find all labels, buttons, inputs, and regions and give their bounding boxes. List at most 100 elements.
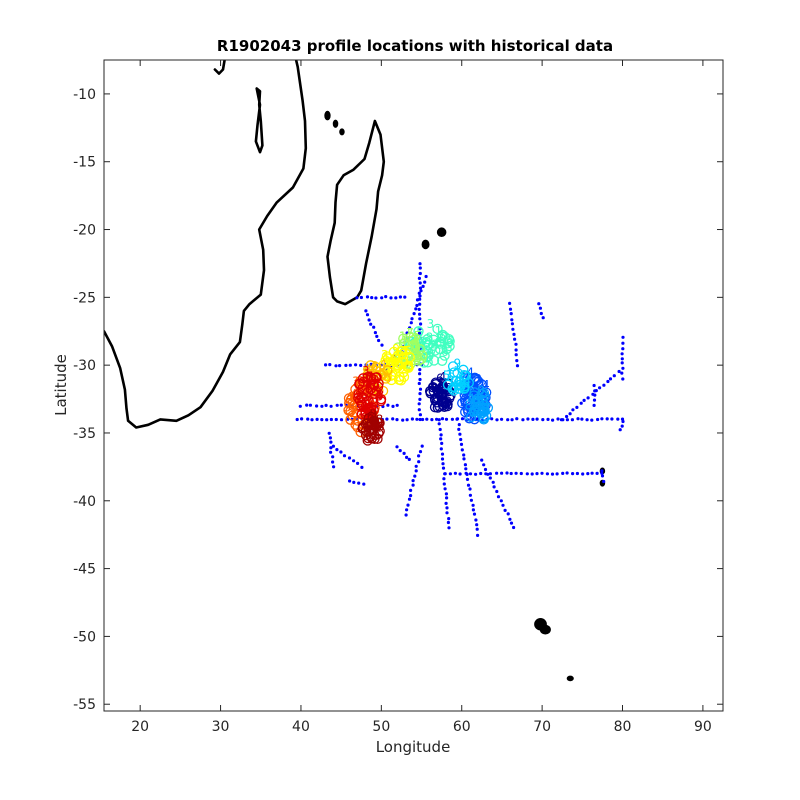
historical-point [417,381,421,386]
historical-point [441,462,445,466]
historical-point [339,418,344,422]
historical-point [331,455,335,459]
profile-marker [345,414,356,425]
historical-point [546,417,550,421]
historical-point [372,325,376,329]
historical-point [409,494,413,498]
historical-point [509,471,513,476]
historical-point [439,437,443,441]
historical-point [375,334,379,338]
historical-point [551,418,555,422]
historical-point [545,472,550,476]
historical-point [417,454,421,458]
lake-malawi-shore [254,87,264,154]
historical-point [352,459,356,463]
profile-number: 5 [432,386,440,400]
historical-point [418,417,422,422]
historical-point [329,440,333,444]
historical-point [324,403,328,407]
historical-point [418,377,422,382]
historical-point [325,418,329,422]
historical-point [541,418,545,422]
historical-point [457,427,461,431]
historical-point [334,364,338,368]
historical-point [514,471,518,475]
y-tick-label: -50 [73,629,96,645]
profile-number: 2 [414,344,422,358]
historical-point [395,403,399,407]
historical-point [443,472,447,476]
historical-point [335,403,339,407]
profile-number: 4 [430,381,438,395]
profile-marker [380,355,391,366]
historical-point [320,418,324,422]
profile-marker [450,375,462,387]
profile-number: 4 [482,378,490,392]
profile-marker [363,432,374,444]
historical-point [391,404,395,408]
historical-point [339,450,343,454]
profile-marker [443,334,455,345]
profile-number: 6 [368,371,376,385]
profile-marker [413,326,424,337]
profile-number: 5 [406,360,414,374]
historical-point [538,306,543,310]
historical-point [439,447,443,451]
profile-marker [373,378,384,389]
profile-number: 6 [441,345,449,359]
historical-point [471,508,475,512]
profile-marker [375,394,387,405]
historical-point [510,318,514,322]
y-tick-label: -45 [73,562,96,578]
historical-point [355,296,359,300]
historical-point [620,371,624,375]
profile-number: 4 [379,358,387,372]
x-tick-label: 80 [614,719,632,735]
historical-point [565,414,569,419]
profile-marker [477,394,488,406]
historical-point [395,418,399,422]
profile-number: 3 [412,331,420,345]
historical-point [620,357,624,361]
profile-marker [363,413,374,424]
profile-marker [469,387,480,398]
historical-point [437,418,441,422]
historical-point [417,408,421,412]
island-marker [436,227,447,238]
historical-point [535,417,539,421]
historical-point [616,417,620,421]
historical-point [409,488,413,492]
profile-marker [398,333,409,344]
y-tick-label: -10 [73,87,96,103]
historical-point [526,417,530,421]
historical-point [339,403,343,407]
profile-marker [460,370,472,381]
historical-point [348,363,352,367]
historical-point [418,397,422,401]
profile-marker [362,418,373,429]
profile-marker [369,388,380,399]
historical-point [486,472,490,476]
historical-point [541,316,545,320]
historical-point [438,427,442,432]
historical-point [480,458,484,462]
profile-marker [366,401,377,413]
profile-number: 8 [372,417,380,431]
profile-number: 5 [358,404,366,418]
historical-point [585,418,589,422]
historical-point [386,403,390,407]
y-tick-label: -40 [73,494,96,510]
historical-point [491,480,495,484]
profile-number: 5 [355,405,363,419]
historical-point [419,322,423,326]
historical-point [347,456,352,460]
historical-point [621,419,625,424]
historical-point [568,412,572,416]
historical-point [364,309,368,313]
historical-point [398,449,402,453]
historical-point [421,417,425,422]
historical-point [417,307,421,311]
historical-point [606,379,610,384]
historical-point [439,433,443,437]
historical-point [442,477,446,481]
